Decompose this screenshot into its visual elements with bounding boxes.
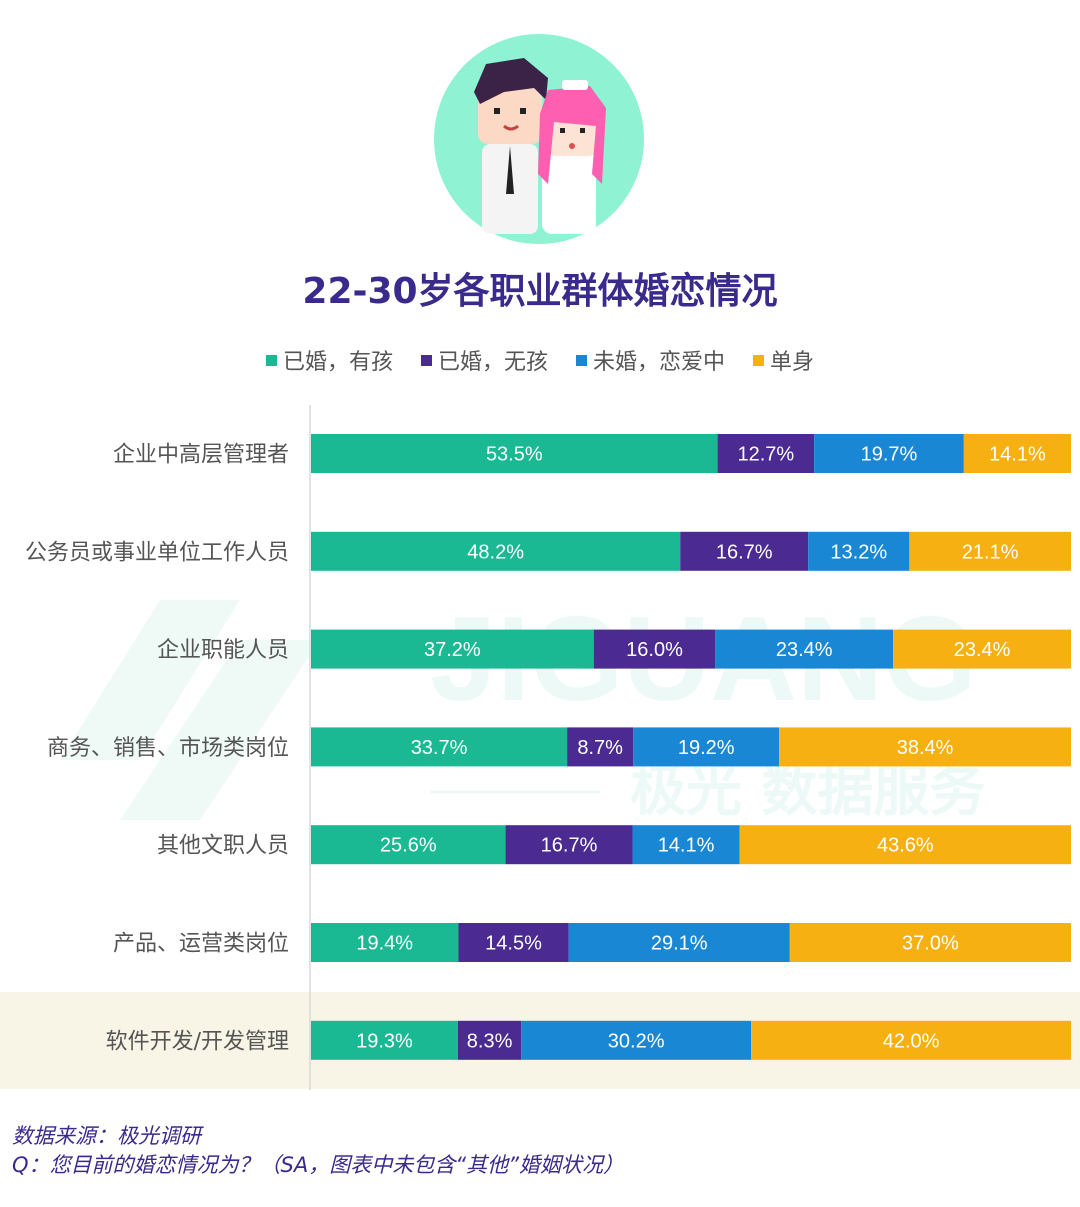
data-label: 19.4% [356, 933, 413, 955]
bar-segment [311, 1020, 458, 1060]
legend-label: 未婚，恋爱中 [593, 350, 726, 375]
legend-label: 已婚，有孩 [282, 350, 393, 375]
bar-segment [893, 629, 1071, 669]
category-label: 企业职能人员 [157, 638, 289, 663]
bar-segment [814, 434, 964, 473]
data-label: 19.2% [678, 737, 735, 759]
data-label: 30.2% [608, 1030, 665, 1052]
bar-segment [963, 434, 1071, 473]
data-label: 23.4% [954, 639, 1011, 661]
data-label: 42.0% [883, 1030, 940, 1052]
category-label: 企业中高层管理者 [113, 443, 289, 468]
data-label: 14.1% [658, 835, 715, 857]
legend-item: 已婚，有孩 [265, 344, 393, 376]
legend: 已婚，有孩 已婚，无孩 未婚，恋爱中 单身 [0, 344, 1080, 376]
data-label: 37.2% [424, 639, 481, 661]
data-label: 33.7% [411, 737, 468, 759]
bar-segment [311, 923, 459, 962]
bar-segment [632, 825, 740, 865]
data-label: 25.6% [380, 835, 437, 857]
category-label: 软件开发/开发管理 [106, 1029, 289, 1054]
bar-segment [457, 1020, 522, 1060]
bar-segment [311, 629, 594, 669]
stacked-bar-chart: 企业中高层管理者 53.5% 12.7% 19.7% 14.1% 公务员或事业单位工作人员… [0, 405, 1080, 1090]
source-note: 数据来源：极光调研 [12, 1124, 201, 1148]
data-label: 8.3% [467, 1030, 513, 1052]
data-label: 12.7% [738, 444, 795, 466]
bar-segment [567, 727, 634, 767]
bar-segment [593, 629, 716, 669]
legend-item: 已婚，无孩 [420, 344, 548, 376]
couple-illustration [434, 34, 644, 244]
data-label: 38.4% [897, 737, 954, 759]
bar-segment [505, 825, 633, 865]
legend-swatch [420, 354, 432, 366]
data-label: 8.7% [577, 737, 623, 759]
bar-segment [715, 629, 894, 669]
bar-segment [568, 923, 790, 962]
bar-segment [521, 1020, 752, 1060]
bar-segment [739, 825, 1071, 865]
bar-segment [779, 727, 1071, 767]
data-label: 37.0% [902, 933, 959, 955]
bar-segment [311, 531, 681, 571]
bar-segment [909, 531, 1071, 571]
category-label: 公务员或事业单位工作人员 [25, 540, 289, 565]
data-label: 19.3% [356, 1030, 413, 1052]
data-label: 23.4% [776, 639, 833, 661]
data-label: 19.7% [861, 444, 918, 466]
data-label: 53.5% [486, 444, 543, 466]
footer: 数据来源：极光调研 Q：您目前的婚恋情况为？（SA，图表中未包含“其他”婚姻状况… [12, 1122, 624, 1181]
category-label: 其他文职人员 [157, 834, 289, 859]
watermark-cjk: 极光 数据服务 [630, 759, 986, 824]
category-label: 商务、销售、市场类岗位 [47, 736, 289, 761]
data-label: 29.1% [651, 933, 708, 955]
category-label: 产品、运营类岗位 [113, 932, 289, 957]
bar-segment [311, 825, 506, 865]
data-label: 16.7% [541, 835, 598, 857]
data-label: 14.1% [989, 444, 1046, 466]
bar-segment [633, 727, 780, 767]
legend-label: 已婚，无孩 [437, 350, 548, 375]
bar-segment [680, 531, 809, 571]
legend-item: 未婚，恋爱中 [576, 344, 725, 376]
data-label: 14.5% [485, 933, 542, 955]
data-label: 43.6% [877, 835, 934, 857]
data-label: 13.2% [830, 541, 887, 563]
data-label: 48.2% [467, 541, 524, 563]
chart-title: 22-30岁各职业群体婚恋情况 [302, 271, 778, 312]
data-label: 21.1% [962, 541, 1019, 563]
legend-item: 单身 [753, 344, 814, 376]
bar-segment [789, 923, 1071, 962]
legend-swatch [265, 354, 277, 366]
legend-label: 单身 [770, 350, 815, 375]
bar-segment [311, 434, 718, 473]
data-label: 16.7% [716, 541, 773, 563]
bar-segment [311, 727, 568, 767]
question-note: Q：您目前的婚恋情况为？（SA，图表中未包含“其他”婚姻状况） [12, 1153, 624, 1178]
bar-segment [751, 1020, 1071, 1060]
bar-segment [717, 434, 815, 473]
legend-swatch [753, 354, 765, 366]
legend-swatch [576, 354, 587, 366]
bar-segment [458, 923, 569, 962]
data-label: 16.0% [626, 639, 683, 661]
bar-segment [808, 531, 910, 571]
